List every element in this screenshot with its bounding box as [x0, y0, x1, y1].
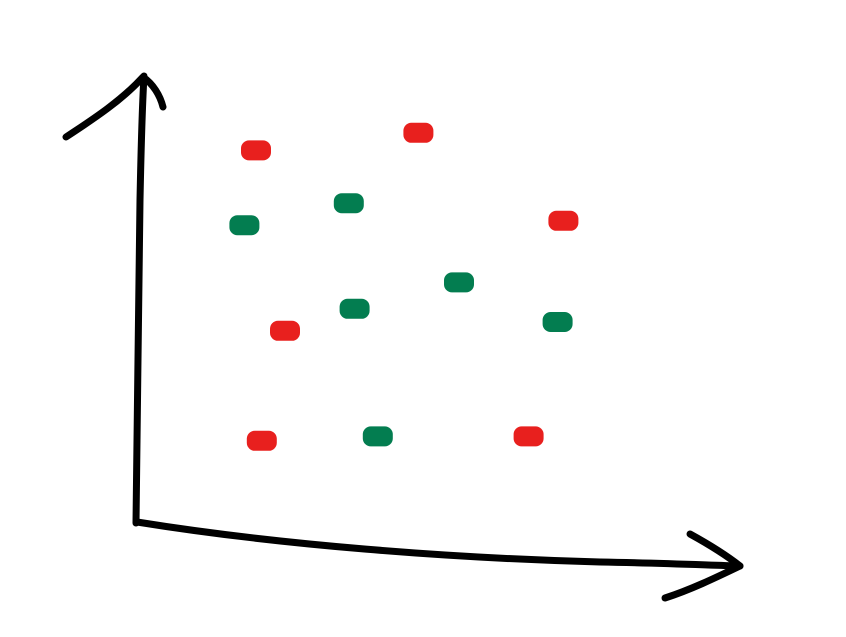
- data-marks: [229, 122, 579, 451]
- scatter-point-s2-3: [444, 272, 474, 293]
- y-axis-arrowhead: [62, 73, 167, 141]
- scatter-point-s1-3: [548, 210, 579, 231]
- scatter-point-s2-4: [339, 298, 370, 319]
- y-axis: [62, 72, 167, 527]
- x-axis: [133, 518, 744, 602]
- x-axis-arrowhead: [661, 530, 744, 602]
- scatter-point-s1-2: [403, 122, 434, 143]
- scatter-point-s1-6: [513, 426, 544, 447]
- scatter-point-s2-5: [542, 312, 573, 332]
- scatter-point-s2-1: [229, 215, 260, 236]
- x-axis-line: [133, 518, 744, 570]
- scatter-point-s1-1: [241, 140, 271, 161]
- y-axis-line: [132, 72, 148, 527]
- scatter-point-s2-2: [333, 193, 364, 214]
- scatter-point-s2-6: [362, 426, 393, 447]
- scatter-point-s1-5: [246, 430, 277, 451]
- scatter-point-s1-4: [270, 320, 300, 341]
